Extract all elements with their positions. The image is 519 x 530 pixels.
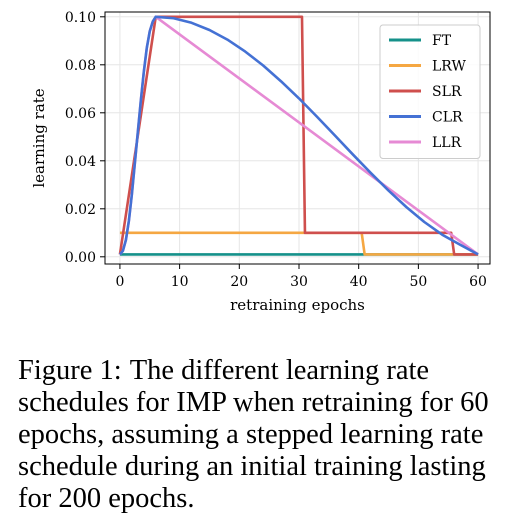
x-tick-label: 50	[409, 274, 427, 290]
series-line-lrw	[119, 231, 479, 256]
x-tick-label: 30	[290, 274, 308, 290]
y-tick-label: 0.06	[65, 106, 96, 122]
x-tick-label: 0	[115, 274, 124, 290]
y-tick-label: 0.04	[65, 154, 96, 170]
legend-box	[379, 24, 481, 159]
x-axis-label: retraining epochs	[230, 296, 365, 314]
series-line-clr	[118, 15, 479, 256]
x-tick-label: 60	[469, 274, 487, 290]
x-tick-label: 10	[171, 274, 189, 290]
y-tick-label: 0.00	[65, 250, 96, 266]
plot-frame	[104, 11, 491, 265]
y-axis-label: learning rate	[30, 88, 48, 187]
y-tick-label: 0.10	[65, 10, 96, 26]
y-tick-label: 0.02	[65, 202, 96, 218]
series-lines	[118, 15, 479, 256]
legend-label-llr: LLR	[432, 135, 462, 151]
x-tick-label: 20	[230, 274, 248, 290]
figure-caption: Figure 1: The different learning rate sch…	[18, 355, 510, 515]
x-tick-label: 40	[350, 274, 368, 290]
legend-label-slr: SLR	[432, 84, 462, 100]
legend: FT LRW SLR CLR LLR	[379, 24, 481, 159]
legend-label-lrw: LRW	[432, 59, 467, 75]
legend-label-clr: CLR	[432, 110, 463, 126]
y-tick-label: 0.08	[65, 58, 96, 74]
learning-rate-chart: 0 10 20 30 40 50 60 0.00 0.02 0.04 0.06 0.08 0.10 re…	[30, 10, 491, 314]
caption-lead: Figure 1:	[18, 355, 122, 386]
caption-text: The different learning rate schedules fo…	[18, 355, 489, 514]
axis-ticks: 0 10 20 30 40 50 60 0.00 0.02 0.04 0.06 0.08 0.10	[65, 10, 487, 290]
legend-label-ft: FT	[432, 33, 452, 49]
